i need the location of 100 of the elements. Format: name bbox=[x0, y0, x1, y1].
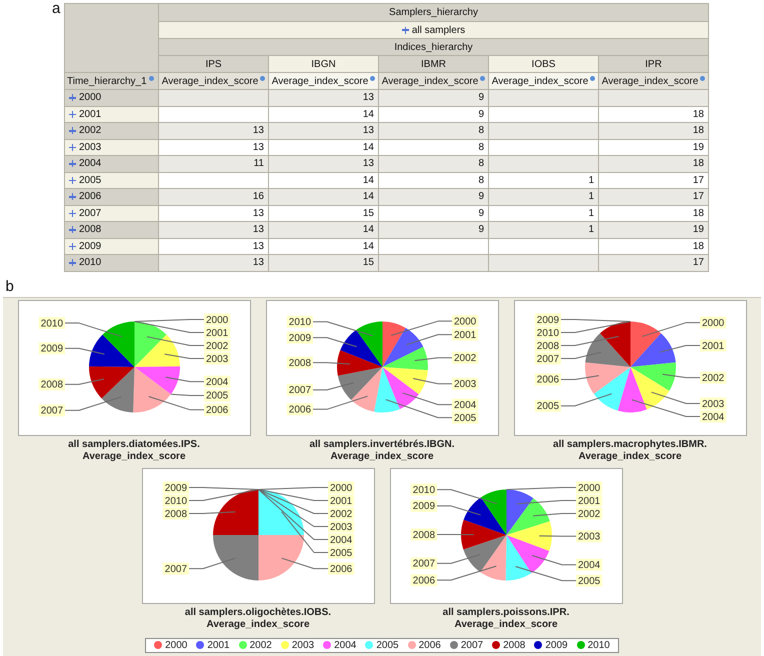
slice-label: 2002 bbox=[206, 340, 228, 352]
data-label: 9 bbox=[478, 208, 484, 219]
category-label: 2000 bbox=[206, 314, 228, 326]
data-label: 13 bbox=[252, 257, 264, 268]
data-label: 19 bbox=[692, 224, 704, 236]
category-label: 2009 bbox=[536, 314, 559, 326]
data-label: 18 bbox=[692, 125, 704, 136]
legend-label: 2002 bbox=[250, 640, 272, 650]
slice-label: 2005 bbox=[536, 401, 559, 412]
slice-label: 2000 bbox=[702, 318, 724, 329]
text: Average_index_score bbox=[206, 619, 310, 630]
legend-label: 2003 bbox=[292, 640, 314, 650]
data-label: 14 bbox=[362, 108, 374, 120]
data-label: 13 bbox=[362, 158, 374, 170]
data-label: 8 bbox=[478, 158, 484, 170]
chart-subtitle: all samplers bbox=[412, 24, 466, 36]
slice-label: 2009 bbox=[40, 344, 63, 355]
text: Average_index_score bbox=[82, 451, 186, 462]
y-tick-label: 2006 bbox=[79, 191, 102, 202]
slice-label: 2006 bbox=[536, 374, 559, 386]
slice-label: 2007 bbox=[288, 385, 311, 396]
legend-label: 2008 bbox=[503, 640, 526, 650]
slice-label: 2007 bbox=[40, 406, 63, 417]
text: Average_index_score bbox=[382, 76, 478, 86]
data-label: 17 bbox=[692, 257, 704, 268]
chart-title: Samplers_hierarchy bbox=[389, 7, 478, 18]
slice-label: 2005 bbox=[330, 548, 352, 559]
x-tick-label: IPR bbox=[645, 58, 662, 70]
data-label: 17 bbox=[692, 174, 704, 186]
x-axis-title: Indices_hierarchy bbox=[394, 42, 473, 52]
slice-label: 2004 bbox=[702, 412, 724, 423]
data-label: 14 bbox=[362, 224, 374, 236]
text: all samplers.diatomées.IPS. bbox=[68, 439, 200, 450]
x-tick-label: IOBS bbox=[532, 58, 556, 70]
data-label: 9 bbox=[478, 108, 484, 120]
y-tick-label: 2005 bbox=[79, 174, 102, 186]
legend-label: 2001 bbox=[207, 640, 230, 650]
text: Average_index_score bbox=[454, 619, 558, 630]
slice-label: 2006 bbox=[288, 404, 311, 416]
slice-label: 2002 bbox=[578, 508, 600, 520]
data-label: 17 bbox=[692, 191, 704, 202]
legend-label: 2007 bbox=[460, 640, 484, 650]
data-label: 14 bbox=[362, 191, 374, 202]
slice-label: 2008 bbox=[412, 530, 435, 541]
legend-label: 2004 bbox=[330, 534, 352, 546]
data-label: 15 bbox=[362, 257, 374, 268]
data-label: 19 bbox=[692, 142, 704, 153]
y-tick-label: 2010 bbox=[79, 257, 102, 268]
y-tick-label: 2000 bbox=[79, 92, 102, 104]
slice-label: 2007 bbox=[412, 558, 435, 570]
slice-label: 2001 bbox=[702, 340, 724, 352]
category-label: 2009 bbox=[164, 482, 187, 494]
x-tick-label: IBGN bbox=[311, 58, 336, 70]
slice-label: 2003 bbox=[578, 532, 600, 543]
x-tick-label: IPS bbox=[205, 58, 222, 70]
data-label: 18 bbox=[692, 240, 704, 252]
text: all samplers.invertébrés.IBGN. bbox=[309, 439, 455, 450]
legend-label: 2004 bbox=[334, 640, 356, 650]
data-label: 13 bbox=[252, 142, 264, 153]
text: all samplers.poissons.IPR. bbox=[442, 607, 570, 618]
slice-label: 2008 bbox=[288, 358, 311, 369]
data-label: 1 bbox=[588, 191, 594, 202]
slice-label: 2008 bbox=[40, 380, 63, 391]
text: Average_index_score bbox=[330, 451, 434, 462]
data-label: 14 bbox=[362, 142, 374, 153]
slice-label: 2007 bbox=[164, 564, 187, 575]
y-tick-label: 2004 bbox=[79, 158, 102, 170]
slice-label: 2005 bbox=[578, 576, 600, 587]
data-label: 14 bbox=[362, 174, 374, 186]
slice-label: 2006 bbox=[206, 405, 228, 416]
x-tick-label: IBMR bbox=[421, 58, 446, 70]
text: all samplers.macrophytes.IBMR. bbox=[553, 439, 707, 450]
legend-label: 2006 bbox=[418, 640, 441, 650]
data-label: 13 bbox=[252, 208, 264, 219]
data-label: 13 bbox=[252, 125, 264, 136]
y-tick-label: 2008 bbox=[79, 224, 102, 236]
data-label: 1 bbox=[588, 224, 594, 236]
y-tick-label: 2001 bbox=[79, 108, 102, 120]
slice-label: 2009 bbox=[288, 332, 311, 344]
data-label: 18 bbox=[692, 108, 704, 120]
data-label: 14 bbox=[362, 240, 374, 252]
data-label: 15 bbox=[362, 208, 374, 219]
slice-label: 2005 bbox=[454, 412, 476, 424]
slice-label: 2009 bbox=[412, 501, 435, 512]
text: b bbox=[6, 278, 14, 295]
data-label: 1 bbox=[588, 174, 594, 186]
data-label: 1 bbox=[588, 208, 594, 219]
legend-label: 2010 bbox=[588, 640, 610, 650]
data-label: 9 bbox=[478, 191, 484, 202]
legend-label: 2005 bbox=[376, 640, 399, 650]
data-label: 9 bbox=[478, 224, 484, 236]
legend-label: 2001 bbox=[330, 496, 352, 507]
slice-label: 2003 bbox=[454, 378, 476, 390]
slice-label: 2002 bbox=[454, 353, 476, 364]
slice-label: 2004 bbox=[206, 376, 228, 388]
slice-label: 2007 bbox=[536, 354, 559, 365]
data-label: 18 bbox=[692, 158, 704, 170]
legend-label: 2010 bbox=[164, 496, 187, 507]
legend-label: 2005 bbox=[206, 390, 228, 402]
data-label: 9 bbox=[478, 92, 484, 104]
